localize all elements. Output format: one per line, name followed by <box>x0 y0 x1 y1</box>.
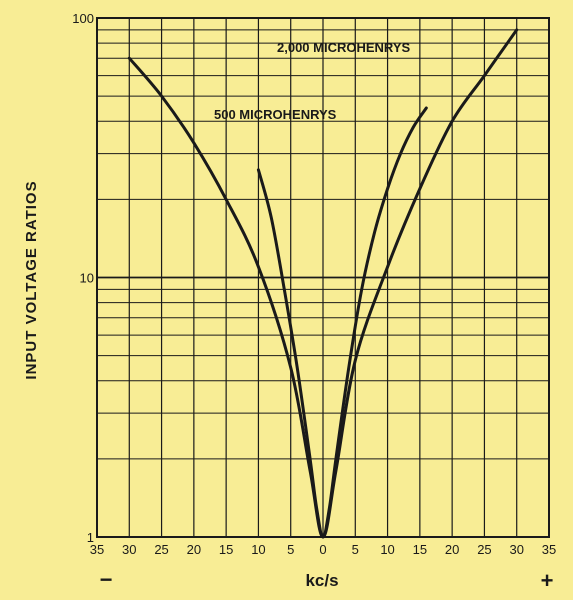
x-tick-label: 20 <box>445 542 459 557</box>
x-tick-label: 20 <box>187 542 201 557</box>
y-tick-label: 1 <box>87 530 94 545</box>
x-tick-labels: 35 30 25 20 15 10 5 0 5 10 15 20 25 30 35 <box>90 542 556 557</box>
x-tick-label: 10 <box>251 542 265 557</box>
x-plus-sign: + <box>541 568 554 593</box>
y-tick-label: 10 <box>80 271 94 286</box>
x-tick-label: 25 <box>154 542 168 557</box>
x-tick-label: 15 <box>413 542 427 557</box>
series-lines <box>127 28 519 539</box>
x-tick-label: 5 <box>287 542 294 557</box>
x-tick-label: 35 <box>90 542 104 557</box>
x-tick-label: 30 <box>509 542 523 557</box>
x-tick-label: 0 <box>319 542 326 557</box>
x-tick-label: 5 <box>352 542 359 557</box>
x-tick-label: 30 <box>122 542 136 557</box>
x-tick-label: 25 <box>477 542 491 557</box>
x-minus-sign: − <box>100 567 113 592</box>
x-tick-label: 10 <box>380 542 394 557</box>
y-tick-labels: 1 10 100 <box>72 11 94 545</box>
series-label-500: 500 MICROHENRYS <box>214 107 337 122</box>
y-axis-label: INPUT VOLTAGE RATIOS <box>23 180 40 379</box>
series-line-500-microhenrys <box>256 106 428 539</box>
x-tick-label: 35 <box>542 542 556 557</box>
y-tick-label: 100 <box>72 11 94 26</box>
x-tick-label: 15 <box>219 542 233 557</box>
x-axis-label: kc/s <box>305 571 338 590</box>
series-label-2000: 2,000 MICROHENRYS <box>277 40 410 55</box>
